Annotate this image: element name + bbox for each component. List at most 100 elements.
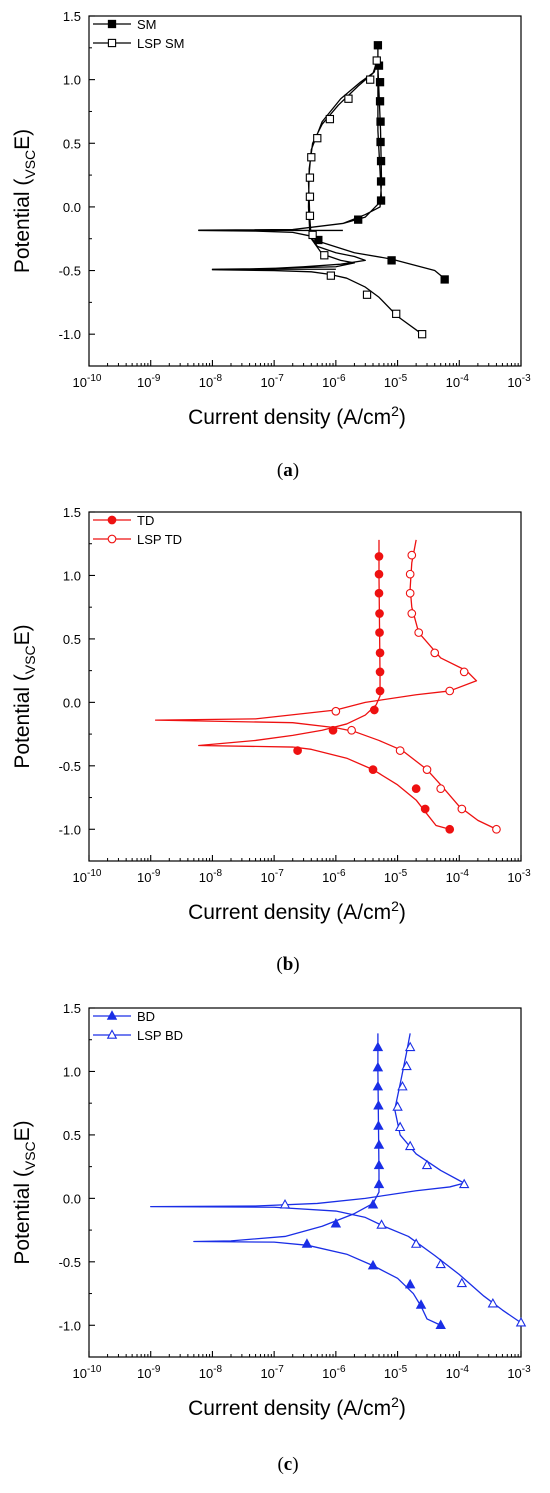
data-point (401, 1060, 412, 1071)
data-point (320, 251, 329, 260)
x-tick-label: 10-9 (137, 868, 161, 885)
x-axis-title: Current density (A/cm2) (188, 898, 406, 924)
data-point (373, 1139, 385, 1149)
data-point (397, 1080, 408, 1091)
data-point (410, 1238, 422, 1248)
data-point (301, 1238, 313, 1248)
data-point (344, 94, 353, 103)
data-point (366, 75, 375, 84)
data-point (492, 824, 501, 834)
data-point (376, 177, 386, 186)
data-point (445, 686, 455, 696)
data-point (375, 78, 385, 87)
legend-marker (107, 38, 117, 48)
x-tick-label: 10-6 (322, 373, 346, 390)
data-point (325, 114, 335, 124)
series-line-1 (193, 1033, 441, 1326)
y-tick-label: 0.5 (63, 1128, 81, 1143)
data-point (367, 1259, 379, 1270)
y-tick-label: -1.0 (59, 327, 81, 342)
data-point (435, 1258, 446, 1269)
data-point (376, 137, 385, 147)
data-point (373, 41, 383, 50)
x-tick-label: 10-6 (322, 1364, 346, 1381)
data-point (375, 609, 384, 618)
y-tick-label: -1.0 (59, 822, 81, 837)
x-tick-label: 10-3 (507, 868, 531, 885)
x-tick-label: 10-3 (507, 1364, 531, 1381)
series-line-2 (154, 539, 497, 830)
chart-panel-a: 10-10 10-9 10-8 10-7 10-6 10-5 10-4 10-3 -1.0 -0.… (11, 9, 531, 481)
data-point (375, 686, 385, 696)
y-tick-label: 1.0 (63, 1064, 81, 1079)
y-tick-label: 1.5 (63, 505, 81, 520)
series-line-1 (198, 539, 450, 830)
plot-frame (88, 1007, 522, 1358)
legend-marker (107, 19, 117, 29)
data-point (375, 97, 385, 106)
legend-marker (106, 1029, 118, 1039)
y-axis-title: Potential (VSCE) (11, 1120, 38, 1264)
data-point (394, 1121, 406, 1132)
data-point (347, 725, 356, 735)
y-tick-label: -0.5 (59, 264, 81, 279)
data-point (404, 1278, 416, 1289)
x-tick-label: 10-8 (199, 373, 223, 390)
x-tick-label: 10-9 (137, 1364, 161, 1381)
data-point (459, 667, 469, 677)
x-tick-label: 10-3 (507, 373, 531, 390)
y-tick-label: 1.0 (63, 73, 81, 88)
data-point (405, 569, 415, 579)
x-tick-label: 10-7 (260, 1364, 284, 1381)
panel-caption: (b) (276, 954, 299, 975)
data-point (372, 56, 381, 65)
data-point (404, 1140, 416, 1151)
data-point (430, 648, 440, 658)
y-tick-label: -0.5 (59, 1255, 81, 1270)
x-tick-label: 10-4 (446, 373, 470, 390)
data-point (515, 1316, 527, 1327)
data-point (420, 804, 430, 814)
legend-marker (107, 515, 117, 525)
legend-label: LSP SM (137, 36, 184, 51)
data-point (407, 609, 417, 618)
data-point (331, 706, 341, 716)
data-point (395, 746, 405, 755)
y-axis-title: Potential (VSCE) (11, 624, 38, 768)
x-tick-label: 10-4 (446, 1364, 470, 1381)
data-point (374, 552, 384, 561)
y-tick-label: 1.0 (63, 568, 81, 583)
x-tick-label: 10-9 (137, 373, 161, 390)
data-point (487, 1297, 499, 1308)
data-point (362, 290, 372, 299)
data-point (445, 824, 455, 834)
data-point (376, 117, 385, 126)
y-tick-label: 1.5 (63, 9, 81, 24)
x-tick-label: 10-7 (260, 868, 284, 885)
data-point (392, 1101, 403, 1111)
data-point (414, 628, 424, 637)
y-tick-label: -0.5 (59, 759, 81, 774)
panel-caption: (a) (277, 460, 299, 481)
data-point (375, 648, 385, 658)
data-point (407, 550, 417, 560)
data-point (374, 569, 384, 579)
data-point (422, 765, 432, 774)
data-point (373, 1120, 384, 1130)
data-point (314, 235, 323, 245)
y-axis-title: Potential (VSCE) (11, 129, 38, 273)
x-axis-title: Current density (A/cm2) (188, 403, 406, 429)
x-tick-label: 10-6 (322, 868, 346, 885)
data-point (373, 1099, 384, 1110)
chart-panel-b: 10-10 10-9 10-8 10-7 10-6 10-5 10-4 10-3 -1.0 -0.… (11, 505, 531, 975)
data-point (417, 330, 427, 339)
data-point (375, 628, 384, 637)
data-point (373, 1159, 385, 1170)
data-point (440, 275, 449, 284)
data-point (354, 215, 363, 224)
data-point (436, 784, 446, 794)
data-point (387, 256, 396, 265)
legend-label: LSP TD (137, 532, 182, 547)
x-tick-label: 10-5 (384, 373, 408, 390)
